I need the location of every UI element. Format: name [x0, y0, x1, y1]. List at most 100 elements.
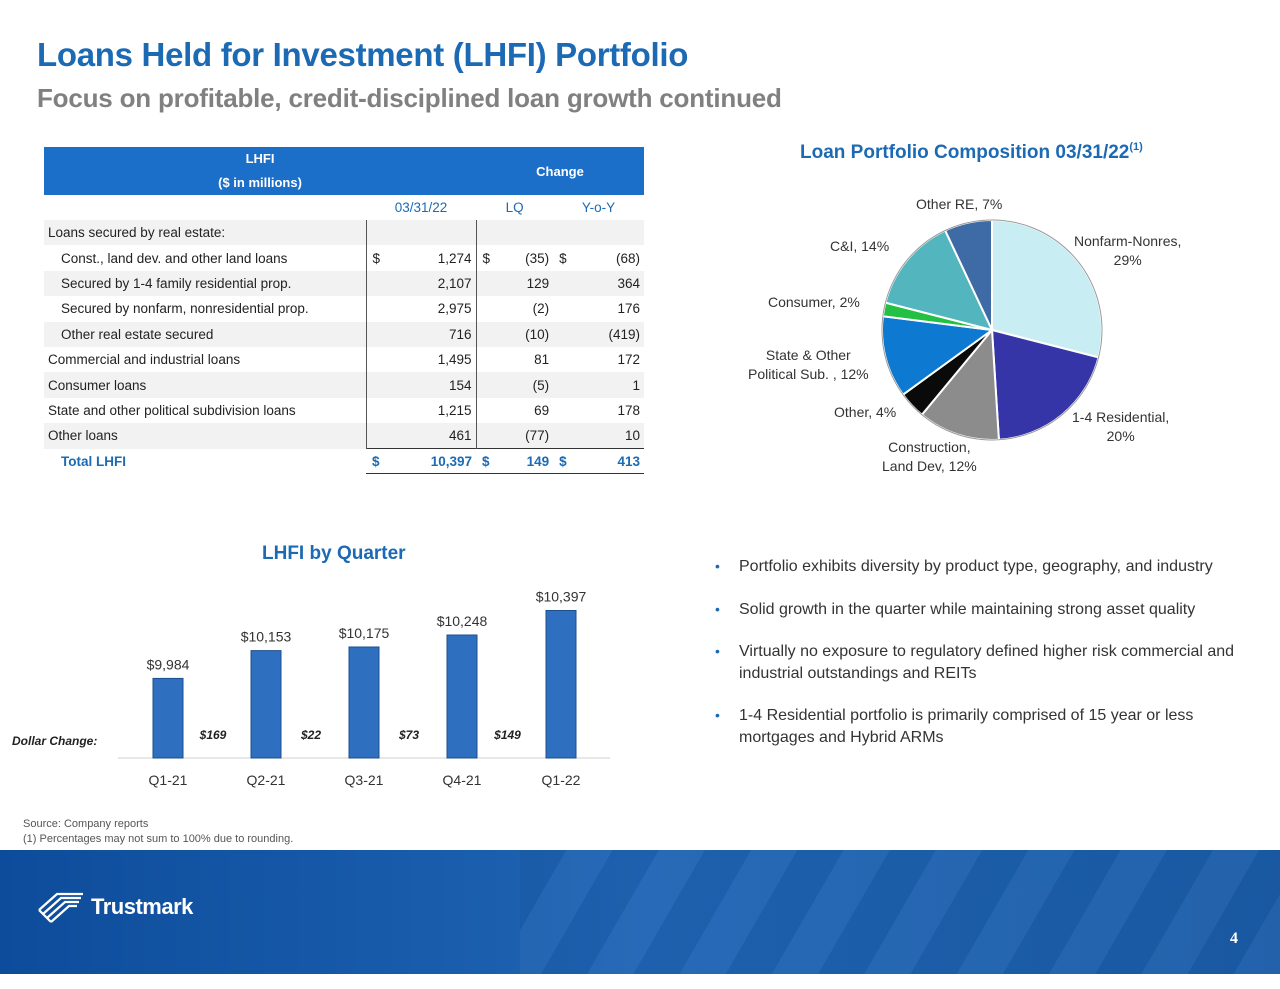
footnotes: Source: Company reports (1) Percentages … [23, 817, 293, 846]
row-currency [475, 220, 493, 246]
row-currency [475, 346, 493, 373]
row-currency [553, 423, 569, 449]
row-value [382, 220, 477, 246]
logo-text: Trustmark [91, 894, 193, 919]
bar-category-label: Q4-21 [443, 772, 482, 788]
row-lq-change: (2) [492, 296, 554, 322]
row-yoy-change [568, 220, 644, 246]
table-row: State and other political subdivision lo… [44, 397, 644, 424]
bullet-item: Virtually no exposure to regulatory defi… [715, 641, 1235, 684]
col-header-date: 03/31/22 [394, 200, 448, 215]
row-lq-change: (10) [492, 321, 554, 347]
page-title: Loans Held for Investment (LHFI) Portfol… [37, 36, 689, 73]
trustmark-logo: Trustmark [37, 890, 193, 924]
bar-chart: $9,984 Q1-21 $10,153 Q2-21 $10,175 Q3-21 $10,2… [12, 588, 610, 788]
pie-label-nonfarm: Nonfarm-Nonres, 29% [1074, 233, 1182, 268]
bar-value-label: $10,153 [241, 629, 292, 645]
row-yoy-change: 1 [568, 372, 644, 398]
row-value: 2,975 [382, 296, 477, 322]
table-row: Other real estate secured 716 (10) (419) [44, 321, 644, 347]
bullet-item: Solid growth in the quarter while mainta… [715, 599, 1235, 621]
row-yoy-change: 176 [568, 296, 644, 322]
row-label: Secured by 1-4 family residential prop. [44, 270, 366, 297]
row-currency [475, 423, 493, 449]
row-yoy-change: (68) [568, 245, 644, 271]
dollar-change-value: $22 [300, 728, 321, 742]
row-currency [365, 220, 383, 246]
bullet-item: 1-4 Residential portfolio is primarily c… [715, 705, 1235, 748]
row-lq-change: 69 [492, 397, 554, 424]
row-value: 1,274 [382, 245, 477, 271]
table-row: Commercial and industrial loans 1,495 81 17… [44, 346, 644, 373]
pie-label-construction: Construction, Land Dev, 12% [882, 439, 977, 474]
pie-label-other: Other, 4% [834, 404, 897, 420]
table-row: Secured by nonfarm, nonresidential prop.… [44, 296, 644, 322]
row-currency [553, 346, 569, 373]
page-number: 4 [1230, 930, 1238, 947]
table-header-change: Change [476, 147, 644, 195]
dollar-change-value: $149 [493, 728, 521, 742]
row-currency [365, 346, 383, 373]
row-lq-change: (35) [492, 245, 554, 271]
row-currency [553, 321, 569, 347]
row-label: State and other political subdivision lo… [44, 397, 366, 424]
row-lq-change: (77) [492, 423, 554, 449]
row-label: Commercial and industrial loans [44, 346, 366, 373]
bar-q1-21 [152, 677, 184, 759]
footer-band: Trustmark 4 [0, 850, 1280, 974]
row-currency: $ [553, 245, 569, 271]
col-header-lq: LQ [505, 200, 524, 215]
row-currency: $ [475, 245, 493, 271]
row-label: Const., land dev. and other land loans [44, 245, 366, 271]
row-yoy-change: 10 [568, 423, 644, 449]
row-currency [475, 321, 493, 347]
bar-q2-21 [250, 650, 282, 759]
total-yoy: 413 [568, 448, 644, 475]
row-label: Other loans [44, 423, 366, 449]
bullet-item: Portfolio exhibits diversity by product … [715, 556, 1235, 578]
pie-chart-title: Loan Portfolio Composition 03/31/22(1) [800, 141, 1143, 163]
bar-q1-22 [545, 609, 577, 759]
footnote-rounding: (1) Percentages may not sum to 100% due … [23, 832, 294, 845]
row-currency [365, 397, 383, 424]
row-value: 154 [382, 372, 477, 398]
row-yoy-change: 364 [568, 270, 644, 297]
bar-category-label: Q3-21 [345, 772, 384, 788]
col-header-yoy: Y-o-Y [581, 200, 616, 215]
row-currency [553, 220, 569, 246]
table-header-lhfi: LHFI ($ in millions) [44, 147, 477, 195]
pie-label-state: State & Other Political Sub. , 12% [748, 347, 869, 382]
total-value: 10,397 [382, 448, 477, 475]
row-lq-change: 129 [492, 270, 554, 297]
bar-value-label: $10,248 [437, 613, 488, 629]
row-currency: $ [365, 245, 383, 271]
row-currency [365, 296, 383, 322]
pie-label-consumer: Consumer, 2% [768, 294, 860, 310]
total-lq: 149 [492, 448, 554, 475]
row-currency [365, 270, 383, 297]
row-currency [553, 372, 569, 398]
row-currency [475, 372, 493, 398]
row-label: Secured by nonfarm, nonresidential prop. [44, 296, 366, 322]
row-lq-change: (5) [492, 372, 554, 398]
bar-category-label: Q1-22 [542, 772, 581, 788]
row-currency [365, 423, 383, 449]
bullet-list: Portfolio exhibits diversity by product … [715, 556, 1235, 769]
table-row-total: Total LHFI $ 10,397 $ 149 $ 413 [44, 448, 644, 475]
row-currency [365, 321, 383, 347]
pie-label-other-re: Other RE, 7% [916, 196, 1003, 212]
bar-q4-21 [446, 634, 478, 759]
bar-chart-title: LHFI by Quarter [262, 543, 406, 564]
row-label: Consumer loans [44, 372, 366, 398]
table-row: Const., land dev. and other land loans $1… [44, 245, 644, 271]
dollar-change-label: Dollar Change: [12, 734, 97, 748]
pie-label-ci: C&I, 14% [830, 238, 890, 254]
table-row: Secured by 1-4 family residential prop. 2… [44, 270, 644, 297]
row-yoy-change: (419) [568, 321, 644, 347]
row-value: 2,107 [382, 270, 477, 297]
row-currency [365, 372, 383, 398]
total-label: Total LHFI [44, 448, 366, 474]
row-value: 716 [382, 321, 477, 347]
bar-value-label: $9,984 [147, 656, 190, 672]
bar-category-label: Q2-21 [247, 772, 286, 788]
